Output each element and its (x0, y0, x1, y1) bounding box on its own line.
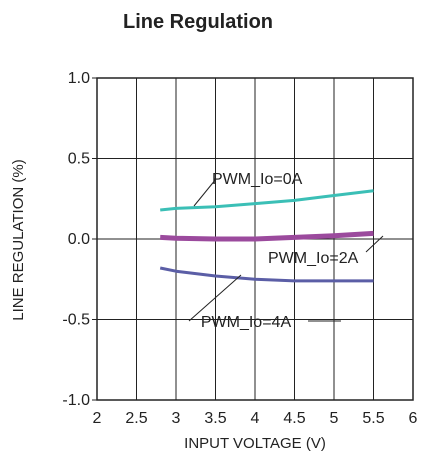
x-tick-label: 2 (93, 410, 102, 427)
series-label-leader (193, 178, 217, 207)
series-line (160, 230, 374, 242)
x-tick-label: 3.5 (204, 410, 226, 427)
y-tick-label: -0.5 (62, 312, 90, 329)
x-tick-label: 4.5 (283, 410, 305, 427)
x-tick-label: 6 (409, 410, 418, 427)
x-tick-label: 2.5 (125, 410, 147, 427)
series-label: PWM_Io=2A (268, 250, 359, 267)
x-tick-label: 4 (251, 410, 260, 427)
series-label: PWM_Io=0A (212, 171, 303, 188)
series-label: PWM_Io=4A (201, 314, 292, 331)
series-line (160, 189, 374, 212)
plot-frame (96, 77, 414, 401)
series-label-leader (188, 274, 242, 322)
x-tick-label: 5 (330, 410, 339, 427)
series-label-leader (365, 235, 384, 253)
y-tick-label: 0.5 (68, 151, 90, 168)
series-labels: PWM_Io=0A PWM_Io=2A PWM_Io=4A (188, 171, 384, 331)
x-tick-label: 3 (172, 410, 181, 427)
tick-labels: 2 2.5 3 3.5 4 4.5 5 5.5 6 1.0 0.5 0.0 -0.5 -1.0 (62, 70, 417, 427)
x-tick-label: 5.5 (362, 410, 384, 427)
y-tick-label: -1.0 (62, 392, 90, 409)
chart-title: Line Regulation (123, 11, 273, 33)
y-tick-label: 1.0 (68, 70, 90, 87)
series-line (159, 266, 374, 283)
y-tick-label: 0.0 (68, 231, 90, 248)
series-lines (159, 189, 374, 283)
x-axis-label: INPUT VOLTAGE (V) (184, 435, 326, 452)
y-axis-label: LINE REGULATION (%) (10, 159, 27, 320)
